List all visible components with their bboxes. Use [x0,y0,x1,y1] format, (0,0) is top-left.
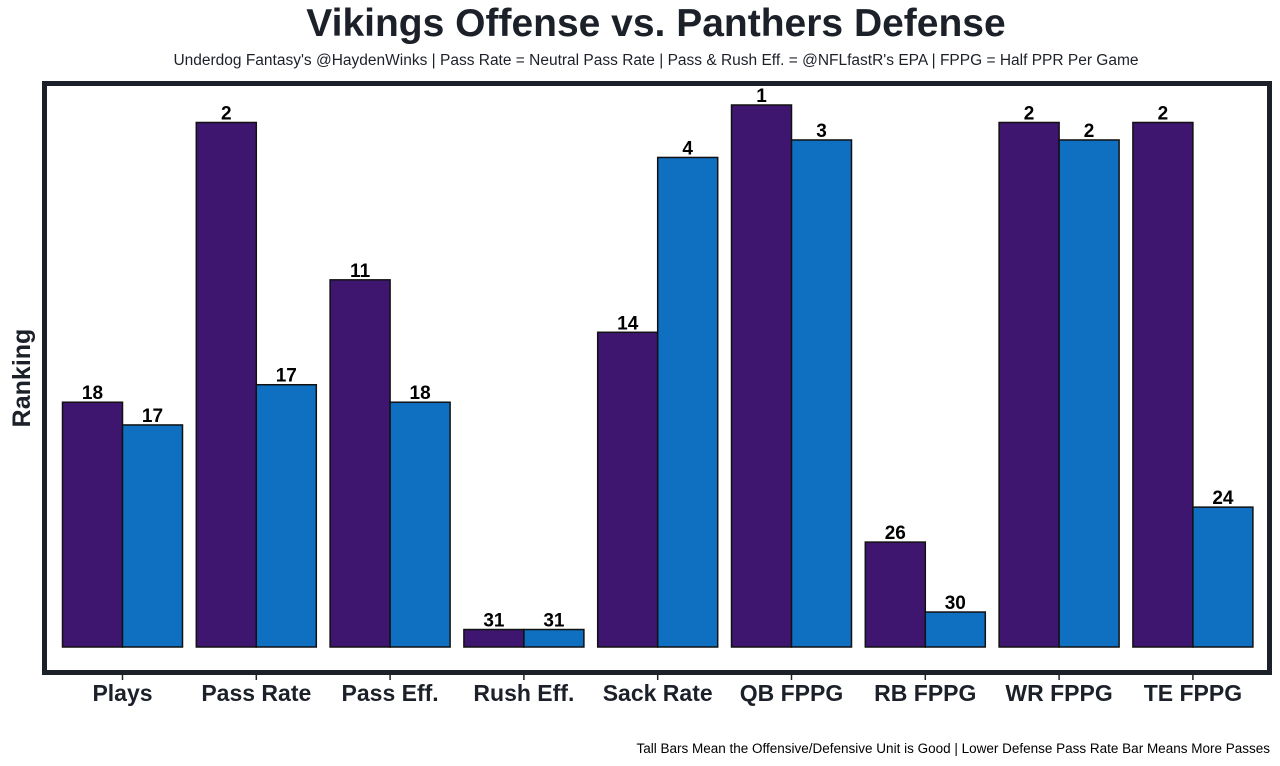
bar-offense [730,104,793,648]
bar-defense [1192,506,1254,648]
bar-offense [864,541,927,648]
data-label: 11 [350,261,371,282]
bar-offense [195,121,258,648]
data-label: 2 [1084,121,1095,142]
bar-offense [463,628,525,648]
x-tick-label: Pass Rate [201,680,311,706]
x-tick-label: RB FPPG [874,680,976,706]
bar-offense [329,279,391,648]
data-label: 4 [682,138,693,159]
bar-defense [1058,139,1120,648]
x-tick-label: QB FPPG [740,680,844,706]
bar-offense [998,121,1060,648]
data-label: 1 [756,86,767,107]
data-label: 26 [885,523,906,544]
data-label: 2 [1024,103,1035,124]
data-label: 31 [483,611,505,632]
x-tick-label: TE FPPG [1144,680,1242,706]
bar-defense [121,424,184,648]
data-label: 17 [142,406,163,427]
x-tick-label: Plays [92,680,152,706]
plot-frame [42,81,1272,675]
chart-subtitle: Underdog Fantasy's @HaydenWinks | Pass R… [173,52,1139,69]
data-label: 17 [276,366,297,387]
x-tick-label: Rush Eff. [473,680,574,706]
x-tick-label: WR FPPG [1005,680,1112,706]
data-label: 18 [410,383,431,404]
data-label: 2 [221,103,232,124]
bar-defense [523,628,585,648]
data-label: 14 [617,313,639,334]
bar-defense [790,139,853,648]
data-label: 2 [1158,103,1169,124]
bar-defense [924,611,987,648]
bar-offense [596,331,659,648]
chart-title: Vikings Offense vs. Panthers Defense [306,2,1006,45]
data-label: 18 [82,383,103,404]
y-axis-label: Ranking [8,329,36,428]
x-tick-label: Pass Eff. [342,680,439,706]
bar-defense [389,401,451,648]
bar-defense [255,383,318,648]
data-label: 30 [945,593,966,614]
footnote: Tall Bars Mean the Offensive/Defensive U… [636,741,1270,756]
data-label: 24 [1212,488,1234,509]
data-label: 31 [543,611,565,632]
bar-offense [61,401,124,648]
bar-offense [1132,121,1194,648]
bar-defense [656,156,719,648]
data-label: 3 [816,121,827,142]
x-tick-label: Sack Rate [603,680,713,706]
